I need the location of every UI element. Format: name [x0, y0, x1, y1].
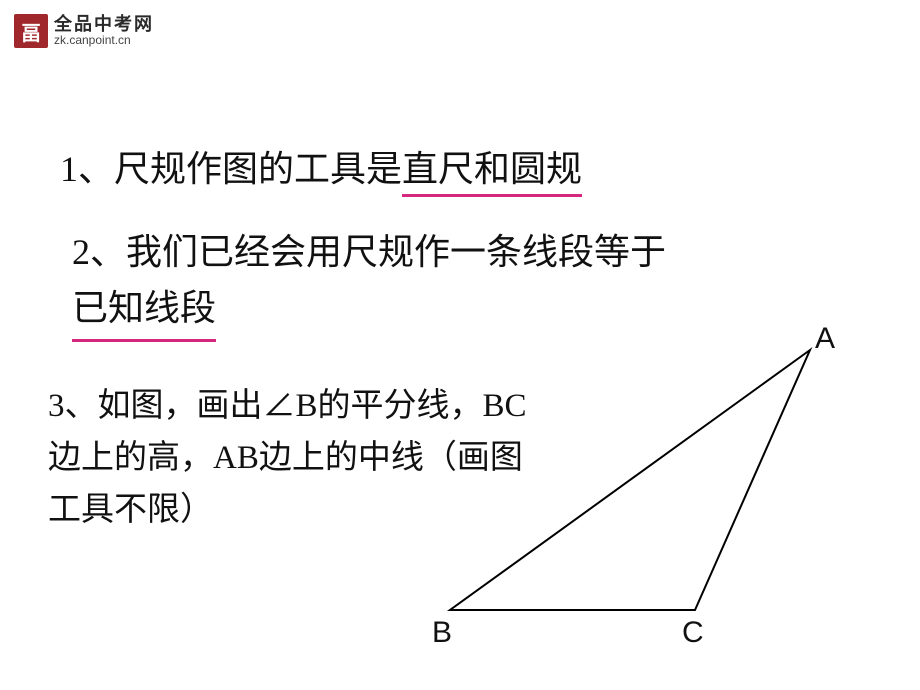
statement-1-underlined: 直尺和圆规	[402, 140, 582, 197]
vertex-label-c: C	[682, 616, 704, 650]
vertex-label-a: A	[815, 322, 835, 356]
logo-text: 全品中考网 zk.canpoint.cn	[54, 15, 154, 46]
triangle-diagram: A B C	[420, 330, 860, 650]
statement-1-pre: 1、尺规作图的工具是	[60, 149, 402, 189]
statement-2-underlined: 已知线段	[72, 281, 216, 342]
logo-mark-icon: 畐	[14, 14, 48, 48]
statement-1: 1、尺规作图的工具是直尺和圆规	[60, 140, 582, 197]
logo-cn: 全品中考网	[54, 15, 154, 34]
statement-2: 2、我们已经会用尺规作一条线段等于 已知线段	[72, 225, 852, 342]
logo-en: zk.canpoint.cn	[54, 34, 154, 47]
triangle-svg	[420, 330, 860, 650]
vertex-label-b: B	[432, 616, 452, 650]
site-logo: 畐 全品中考网 zk.canpoint.cn	[14, 14, 154, 48]
statement-2-pre: 2、我们已经会用尺规作一条线段等于	[72, 232, 666, 272]
triangle-polygon	[450, 350, 810, 610]
